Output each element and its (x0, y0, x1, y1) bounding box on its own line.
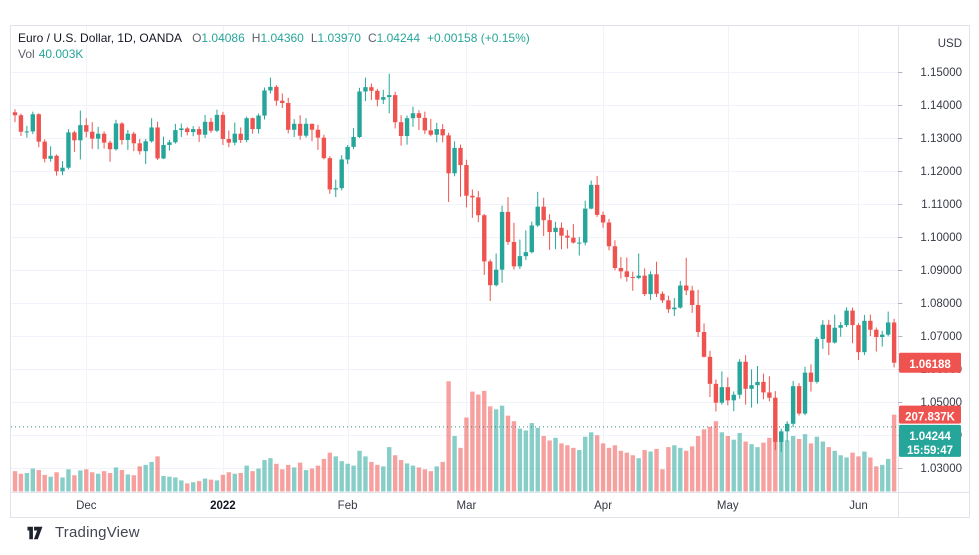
volume-bars (12, 381, 897, 492)
svg-text:1.15000: 1.15000 (920, 67, 962, 79)
time-axis[interactable]: Dec 2022 Feb Mar Apr May Jun (76, 500, 868, 512)
svg-text:Dec: Dec (76, 500, 97, 512)
tradingview-attribution[interactable]: TradingView (27, 524, 140, 541)
svg-text:1.04244: 1.04244 (909, 431, 951, 443)
svg-text:Apr: Apr (594, 500, 612, 512)
svg-text:1.11000: 1.11000 (921, 199, 962, 211)
grid-lines (11, 26, 898, 493)
svg-text:1.13000: 1.13000 (920, 133, 962, 145)
svg-text:1.10000: 1.10000 (920, 232, 962, 244)
chart-widget: USD 1.15000 1.14000 1.13000 1.12000 1.11000 1.… (10, 25, 970, 518)
candles (12, 73, 897, 452)
svg-text:207.837K: 207.837K (905, 412, 956, 424)
svg-text:Jun: Jun (849, 500, 868, 512)
tradingview-logo-icon (27, 526, 48, 540)
svg-text:1.09000: 1.09000 (920, 265, 962, 277)
volume-badge: 207.837K (899, 405, 961, 424)
svg-text:1.06188: 1.06188 (909, 359, 951, 371)
svg-text:1.07000: 1.07000 (920, 331, 962, 343)
svg-text:1.08000: 1.08000 (920, 298, 962, 310)
svg-text:15:59:47: 15:59:47 (907, 445, 953, 457)
last-price-badge: 1.06188 (899, 352, 961, 373)
svg-text:2022: 2022 (210, 500, 236, 512)
svg-text:USD: USD (938, 38, 962, 50)
chart-canvas[interactable]: USD 1.15000 1.14000 1.13000 1.12000 1.11000 1.… (11, 26, 969, 517)
current-price-badge: 1.04244 15:59:47 (899, 424, 961, 457)
svg-text:Feb: Feb (338, 500, 358, 512)
svg-text:1.12000: 1.12000 (920, 166, 962, 178)
svg-text:May: May (717, 500, 739, 512)
svg-text:1.14000: 1.14000 (920, 100, 962, 112)
svg-text:Mar: Mar (456, 500, 476, 512)
tradingview-brand-text: TradingView (55, 524, 140, 541)
svg-text:1.03000: 1.03000 (920, 463, 962, 475)
